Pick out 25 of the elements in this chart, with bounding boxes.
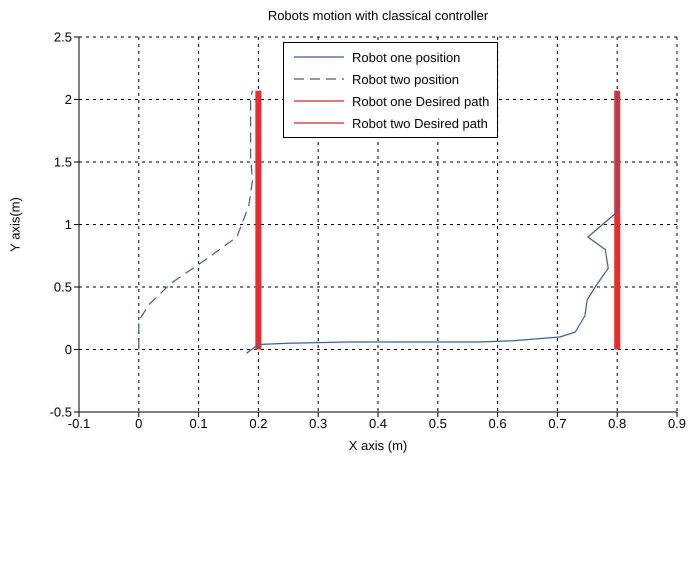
y-tick-label: 2.5: [54, 30, 72, 45]
legend-label: Robot one Desired path: [352, 94, 490, 108]
x-tick-label: 0.5: [428, 416, 447, 432]
x-axis-title: X axis (m): [348, 438, 408, 453]
x-tick-label: 0.8: [608, 416, 626, 432]
x-tick-label: 0.7: [548, 416, 566, 432]
y-axis-title: Y axis(m): [8, 197, 23, 252]
legend-label: Robot two Desired path: [352, 116, 488, 130]
line-series: [246, 90, 618, 354]
y-tick-label: 1.5: [54, 154, 72, 170]
x-tick-label: 0: [135, 416, 142, 432]
y-tick-label: 2: [64, 92, 72, 108]
x-tick-label: 0.2: [249, 416, 268, 432]
y-tick-label: 1: [64, 217, 72, 232]
y-tick-label: 0.5: [54, 280, 72, 295]
x-tick-label: 0.1: [190, 416, 208, 432]
y-tick-label: 0: [64, 342, 72, 358]
x-tick-label: 0.9: [668, 416, 686, 432]
legend-label: Robot one position: [352, 50, 460, 64]
legend-label: Robot two position: [352, 72, 459, 86]
x-tick-label: 0.4: [368, 416, 388, 432]
line-series: [138, 90, 254, 350]
chart-title: Robots motion with classical controller: [266, 8, 490, 23]
x-tick-label: 0.3: [309, 416, 328, 432]
x-tick-label: 0.6: [488, 416, 507, 432]
